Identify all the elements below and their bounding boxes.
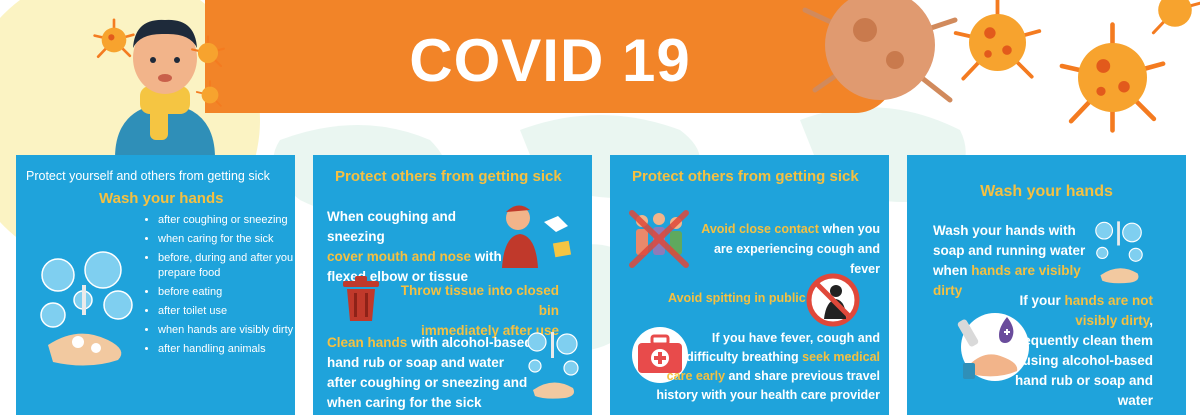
highlight-text: Avoid close contact	[701, 222, 819, 236]
text-line: with alcohol-based	[407, 335, 533, 350]
text-line: If your	[1019, 293, 1065, 308]
text-line: soap and running water	[933, 243, 1086, 258]
panel1-list: after coughing or sneezing when caring f…	[144, 213, 298, 361]
text-line: hand rub or soap and	[1014, 373, 1153, 388]
crowd-crossed-icon	[629, 210, 689, 268]
list-item: when caring for the sick	[158, 232, 298, 247]
panel-wash-hands: Wash your hands Wash your hands with soa…	[907, 155, 1186, 415]
sneezing-person-icon	[502, 205, 572, 268]
highlight-text: seek medical	[802, 350, 880, 364]
panel2-block3: Clean hands with alcohol-based hand rub …	[327, 333, 542, 413]
panel1-subheading: Wash your hands	[99, 190, 224, 207]
panel-wash-hands-yourself: Protect yourself and others from getting…	[16, 155, 295, 415]
text-line: when you	[818, 222, 880, 236]
panel4-block2: If your hands are not visibly dirty, fre…	[997, 291, 1153, 411]
highlight-text: Clean hands	[327, 335, 408, 350]
highlight-text: visibly dirty	[1075, 313, 1150, 328]
panel3-block2: Avoid spitting in public	[668, 291, 806, 305]
list-item: after toilet use	[158, 304, 298, 319]
panel-protect-others-2: Protect others from getting sick Avoid c…	[610, 155, 889, 415]
text-line: immediately after use	[420, 323, 559, 338]
text-line: when caring for the sick	[327, 395, 482, 410]
text-line: When coughing and sneezing	[327, 209, 456, 244]
virus-icon	[1151, 0, 1200, 35]
text-line: difficulty breathing	[686, 350, 803, 364]
large-virus-icon	[802, 0, 958, 103]
text-line: and share previous travel	[725, 369, 880, 383]
virus-icon	[195, 80, 222, 107]
text-line: when	[933, 263, 972, 278]
panel2-heading: Protect others from getting sick	[335, 168, 562, 185]
sick-man-illustration	[115, 19, 215, 158]
handwashing-bubbles-icon	[40, 251, 133, 366]
title-banner: COVID 19	[205, 0, 895, 113]
highlight-text: hands are not	[1064, 293, 1153, 308]
list-item: before eating	[158, 285, 298, 300]
virus-icon	[93, 18, 135, 59]
highlight-text: hands are visibly	[971, 263, 1081, 278]
highlight-text: cover mouth and nose	[327, 249, 472, 264]
text-line: ,	[1149, 313, 1153, 328]
text-line: hand rub or soap and water	[327, 355, 505, 370]
list-item: before, during and after you prepare foo…	[158, 251, 298, 281]
text-line: Throw tissue into closed bin	[400, 283, 559, 318]
text-line: history with your health care provider	[656, 388, 880, 402]
no-spitting-icon	[806, 273, 860, 327]
trash-bin-icon	[343, 276, 379, 321]
handwashing-icon	[1095, 221, 1143, 284]
text-line: after coughing or sneezing and	[327, 375, 528, 390]
panel1-heading: Protect yourself and others from getting…	[26, 169, 270, 183]
highlight-text: care early	[666, 369, 726, 383]
text-line: Wash your hands with	[933, 223, 1076, 238]
text-line: are experiencing cough and fever	[713, 242, 880, 276]
panel3-block3: If you have fever, cough and difficulty …	[650, 329, 880, 405]
virus-icon	[953, 0, 1042, 81]
panel3-block1: Avoid close contact when you are experie…	[690, 219, 880, 279]
panel4-block1: Wash your hands with soap and running wa…	[933, 221, 1103, 301]
panel-protect-others-1: Protect others from getting sick When co…	[313, 155, 592, 415]
sanitizer-dispenser-icon	[957, 313, 1029, 381]
text-line: by using alcohol-based	[1002, 353, 1153, 368]
text-line: water	[1117, 393, 1153, 408]
highlight-text: dirty	[933, 283, 963, 298]
list-item: after coughing or sneezing	[158, 213, 298, 228]
virus-icon	[191, 35, 225, 68]
panel4-heading: Wash your hands	[980, 183, 1113, 200]
handwashing-icon	[527, 332, 579, 399]
text-line: frequently clean them	[1013, 333, 1153, 348]
virus-icon	[1059, 22, 1166, 133]
list-item: when hands are visibly dirty	[158, 323, 298, 338]
list-item: after handling animals	[158, 342, 298, 357]
panel3-heading: Protect others from getting sick	[632, 168, 859, 185]
banner-title: COVID 19	[409, 27, 691, 94]
text-line: with	[471, 249, 502, 264]
first-aid-kit-icon	[632, 327, 688, 383]
text-line: If you have fever, cough and	[711, 331, 880, 345]
panel2-block2: Throw tissue into closed bin immediately…	[399, 281, 559, 341]
